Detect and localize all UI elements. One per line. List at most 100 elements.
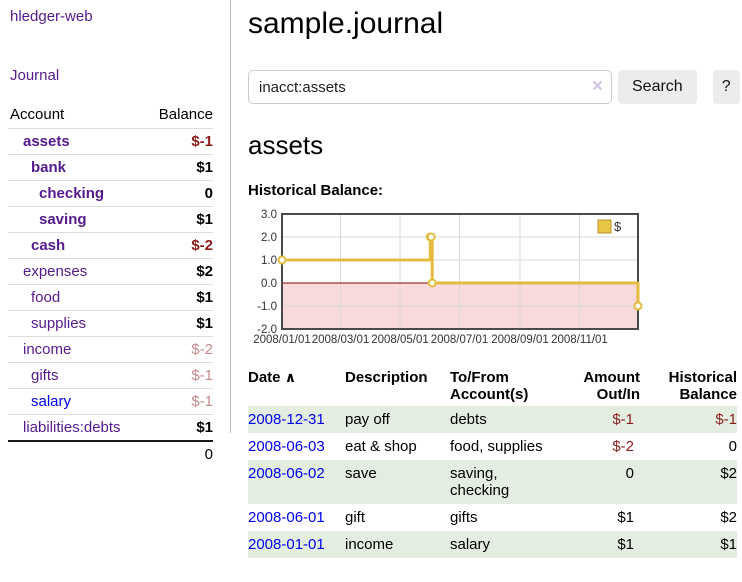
- transaction-date-link[interactable]: 2008-06-02: [248, 465, 325, 482]
- svg-text:2008/03/01: 2008/03/01: [312, 334, 370, 346]
- account-row: food $1: [8, 284, 213, 310]
- accounts-total-value: 0: [204, 446, 213, 463]
- account-row: cash $-2: [8, 232, 213, 258]
- transaction-amount: $1: [617, 509, 634, 526]
- transaction-description: eat & shop: [345, 438, 417, 455]
- account-row: salary $-1: [8, 388, 213, 414]
- account-link[interactable]: saving: [39, 211, 87, 228]
- account-balance: $1: [196, 419, 213, 436]
- transaction-amount: $-1: [612, 411, 634, 428]
- svg-text:2008/09/01: 2008/09/01: [491, 334, 549, 346]
- account-link[interactable]: income: [23, 341, 72, 358]
- account-link[interactable]: bank: [31, 159, 67, 176]
- accounts-table-body: assets $-1 bank $1 checking 0 saving $1 …: [8, 128, 213, 440]
- transaction-balance: $-1: [715, 411, 737, 428]
- sort-ascending-icon: ∧: [284, 369, 297, 385]
- account-column-header: Account: [10, 106, 65, 123]
- account-row: assets $-1: [8, 128, 213, 154]
- sidebar: hledger-web Journal Account Balance asse…: [0, 0, 231, 463]
- transaction-description: save: [345, 465, 377, 482]
- account-balance: 0: [204, 185, 213, 202]
- svg-text:$: $: [614, 219, 622, 234]
- transaction-accounts: food, supplies: [450, 438, 543, 455]
- transaction-balance: $2: [720, 509, 737, 526]
- register-table: Date ∧ Description To/From Account(s) Am…: [248, 366, 737, 558]
- transaction-date-link[interactable]: 2008-06-03: [248, 438, 325, 455]
- svg-text:2008/11/01: 2008/11/01: [551, 334, 608, 346]
- transaction-row: 2008-06-02 save saving, checking 0 $2: [248, 460, 737, 504]
- accounts-table-header: Account Balance: [8, 102, 213, 128]
- search-input[interactable]: [248, 70, 612, 104]
- account-link[interactable]: assets: [23, 133, 70, 150]
- account-row: income $-2: [8, 336, 213, 362]
- account-link[interactable]: checking: [39, 185, 105, 202]
- transaction-date-link[interactable]: 2008-01-01: [248, 536, 325, 553]
- account-link[interactable]: cash: [31, 237, 66, 254]
- account-link[interactable]: salary: [31, 393, 72, 410]
- account-balance: $1: [196, 159, 213, 176]
- account-link[interactable]: expenses: [23, 263, 88, 280]
- svg-text:2008/01/01: 2008/01/01: [253, 334, 311, 346]
- account-link[interactable]: liabilities:debts: [23, 419, 121, 436]
- transaction-row: 2008-06-01 gift gifts $1 $2: [248, 504, 737, 531]
- transaction-row: 2008-01-01 income salary $1 $1: [248, 531, 737, 558]
- account-balance: $-1: [191, 367, 213, 384]
- transaction-accounts: gifts: [450, 509, 478, 526]
- account-link[interactable]: gifts: [31, 367, 59, 384]
- account-link[interactable]: supplies: [31, 315, 87, 332]
- accounts-total-row: 0: [8, 440, 213, 467]
- account-page-title: assets: [248, 130, 324, 160]
- register-header-row: Date ∧ Description To/From Account(s) Am…: [248, 366, 737, 406]
- account-balance: $-1: [191, 393, 213, 410]
- chart-label: Historical Balance:: [248, 182, 384, 199]
- account-row: liabilities:debts $1: [8, 414, 213, 440]
- transaction-amount: 0: [625, 465, 634, 482]
- account-row: supplies $1: [8, 310, 213, 336]
- brand-link[interactable]: hledger-web: [10, 8, 93, 25]
- transaction-balance: $2: [720, 465, 737, 482]
- account-row: expenses $2: [8, 258, 213, 284]
- account-link[interactable]: food: [31, 289, 61, 306]
- amount-column-header: Amount Out/In: [583, 369, 640, 403]
- svg-text:0.0: 0.0: [261, 278, 277, 290]
- transaction-row: 2008-12-31 pay off debts $-1 $-1: [248, 406, 737, 433]
- help-button[interactable]: ?: [712, 70, 740, 104]
- accounts-table: Account Balance assets $-1 bank $1 check…: [8, 102, 213, 467]
- account-balance: $-2: [191, 237, 213, 254]
- transaction-amount: $-2: [612, 438, 634, 455]
- page-title: sample.journal: [248, 7, 444, 40]
- account-balance: $-2: [191, 341, 213, 358]
- transaction-balance: $1: [720, 536, 737, 553]
- balance-column-header-main: Historical Balance: [668, 369, 737, 403]
- transaction-date-link[interactable]: 2008-12-31: [248, 411, 325, 428]
- transaction-accounts: saving, checking: [450, 465, 510, 499]
- account-balance: $1: [196, 211, 213, 228]
- account-row: checking 0: [8, 180, 213, 206]
- account-balance: $2: [196, 263, 213, 280]
- search-button[interactable]: Search: [618, 70, 697, 104]
- transaction-accounts: salary: [450, 536, 491, 553]
- transaction-row: 2008-06-03 eat & shop food, supplies $-2…: [248, 433, 737, 460]
- main-content: sample.journal × Search ? assets Histori…: [248, 0, 740, 558]
- account-balance: $1: [196, 315, 213, 332]
- transaction-amount: $1: [617, 536, 634, 553]
- account-row: bank $1: [8, 154, 213, 180]
- date-column-header[interactable]: Date ∧: [248, 369, 297, 386]
- clear-search-icon[interactable]: ×: [591, 76, 603, 97]
- transaction-accounts: debts: [450, 411, 487, 428]
- sidebar-item-journal[interactable]: Journal: [10, 67, 60, 84]
- svg-text:-1.0: -1.0: [257, 301, 277, 313]
- balance-column-header: Balance: [158, 106, 213, 123]
- svg-text:2.0: 2.0: [261, 232, 277, 244]
- svg-text:2008/05/01: 2008/05/01: [371, 334, 429, 346]
- transaction-date-link[interactable]: 2008-06-01: [248, 509, 325, 526]
- svg-text:2008/07/01: 2008/07/01: [431, 334, 489, 346]
- transaction-balance: 0: [728, 438, 737, 455]
- transaction-description: gift: [345, 509, 366, 526]
- description-column-header: Description: [345, 369, 428, 386]
- accounts-column-header: To/From Account(s): [450, 369, 529, 403]
- account-row: gifts $-1: [8, 362, 213, 388]
- account-balance: $-1: [191, 133, 213, 150]
- svg-text:-2.0: -2.0: [257, 324, 277, 336]
